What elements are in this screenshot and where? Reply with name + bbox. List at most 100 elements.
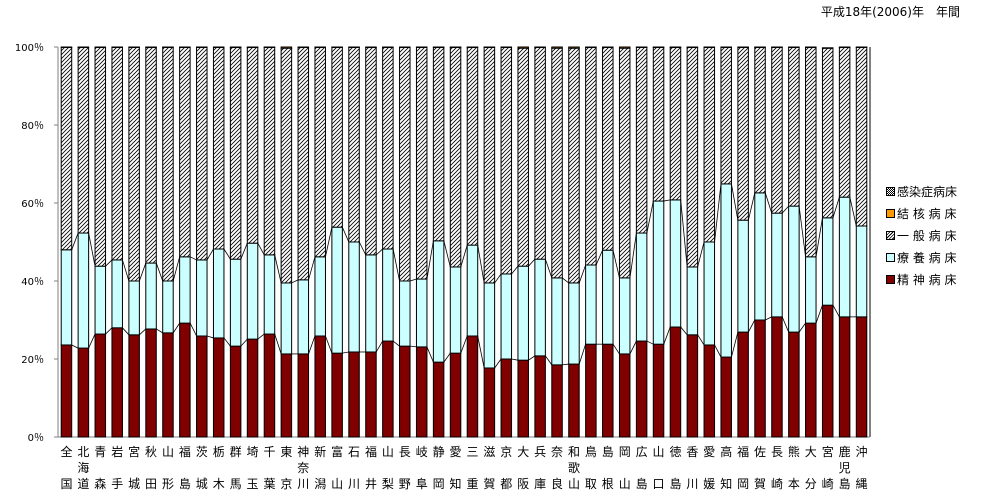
bar-segment — [212, 46, 225, 48]
bar-segment — [618, 353, 631, 438]
series-connector-line — [832, 304, 840, 318]
bar-segment — [720, 46, 732, 48]
x-tick-label: 島根 — [601, 445, 614, 491]
bar-segment — [737, 46, 749, 48]
legend-item-general: 一 般 病 床 — [886, 224, 957, 246]
series-connector-line — [646, 340, 654, 345]
bar-segment — [618, 277, 631, 355]
bar-segment — [500, 358, 513, 438]
series-connector-line — [629, 340, 637, 355]
bar-segment — [517, 265, 529, 361]
bar-segment — [686, 46, 699, 48]
series-connector-line — [156, 328, 163, 334]
bar-segment — [348, 46, 360, 243]
series-connector-line — [798, 322, 806, 333]
legend-swatch-general — [886, 230, 895, 240]
legend-item-long-term-care: 療 養 病 床 — [886, 246, 957, 268]
bar-segment — [179, 322, 191, 438]
x-tick-label: 山梨 — [381, 445, 394, 491]
bar-segment — [720, 356, 732, 438]
bar-segment — [534, 46, 546, 48]
bar-segment — [483, 46, 496, 284]
series-connector-line — [325, 227, 333, 257]
x-tick-label: 岡山 — [618, 445, 631, 491]
series-connector-line — [409, 345, 417, 348]
x-tick-label: 茨城 — [195, 445, 208, 491]
y-tick-label: 100％ — [15, 43, 44, 54]
series-connector-line — [240, 243, 248, 260]
bar-segment — [382, 340, 394, 438]
bar-segment — [212, 337, 225, 438]
series-connector-line — [832, 197, 840, 218]
x-tick-label: 千葉 — [263, 445, 276, 491]
series-connector-line — [172, 256, 181, 282]
x-tick-label: 埼玉 — [246, 445, 259, 491]
series-connector-line — [528, 258, 536, 267]
bar-segment — [449, 266, 462, 354]
bar-segment — [517, 47, 529, 267]
series-connector-line — [409, 278, 417, 282]
legend-label: 一 般 病 床 — [897, 228, 957, 243]
bar-segment — [788, 205, 800, 333]
y-tick-label: 80％ — [21, 121, 44, 132]
bar-segment — [196, 46, 208, 261]
series-connector-line — [443, 240, 451, 268]
bar-segment — [805, 322, 817, 438]
bar-segment — [60, 249, 73, 346]
bar-segment — [94, 265, 107, 335]
bar-segment — [246, 46, 259, 244]
legend-label: 感染症病床 — [897, 184, 958, 199]
bar-segment — [415, 346, 428, 438]
x-tick-label: 神奈川 — [297, 445, 310, 491]
series-connector-line — [460, 335, 468, 354]
bar-segment — [145, 46, 157, 264]
bar-segment — [280, 282, 293, 355]
series-connector-line — [629, 232, 637, 278]
series-connector-line — [426, 240, 434, 280]
x-tick-label: 宮城 — [128, 445, 141, 491]
bar-segment — [348, 241, 360, 353]
series-connector-line — [477, 245, 485, 284]
bar-segment — [821, 47, 834, 219]
series-connector-line — [528, 355, 536, 361]
bar-segment — [602, 46, 614, 251]
legend-item-psychiatric: 精 神 病 床 — [886, 268, 957, 290]
x-tick-label: 愛媛 — [703, 445, 716, 491]
bar-segment — [720, 46, 732, 185]
series-connector-line — [798, 206, 806, 257]
bar-segment — [229, 345, 242, 438]
bar-segment — [517, 359, 529, 438]
bar-segment — [77, 46, 90, 234]
bar-segment — [568, 363, 580, 438]
series-connector-line — [731, 331, 739, 358]
series-connector-line — [257, 333, 265, 340]
series-connector-line — [342, 351, 349, 354]
bar-segment — [60, 46, 73, 48]
bar-segment — [466, 335, 479, 438]
series-connector-line — [274, 333, 282, 355]
bar-segment — [399, 46, 411, 282]
series-connector-line — [460, 245, 468, 268]
series-connector-line — [426, 346, 434, 363]
x-tick-label: 石川 — [348, 445, 361, 491]
bar-segment — [838, 316, 851, 438]
bar-segment — [568, 46, 580, 49]
bar-segment — [635, 46, 648, 234]
bar-segment — [821, 217, 834, 306]
bar-segment — [483, 46, 496, 48]
bar-segment — [212, 46, 225, 250]
x-tick-label: 新潟 — [314, 445, 327, 491]
bar-segment — [517, 46, 529, 49]
series-connector-line — [714, 344, 722, 358]
series-connector-line — [815, 305, 823, 324]
bar-segment — [788, 46, 800, 207]
bar-segment — [111, 327, 123, 438]
series-connector-line — [342, 227, 350, 243]
bar-segment — [737, 219, 749, 333]
bar-segment — [652, 343, 665, 438]
bar-segment — [500, 46, 513, 275]
bar-segment — [466, 244, 479, 337]
bar-segment — [415, 278, 428, 348]
bar-segment — [348, 46, 360, 48]
series-connector-line — [375, 248, 383, 256]
